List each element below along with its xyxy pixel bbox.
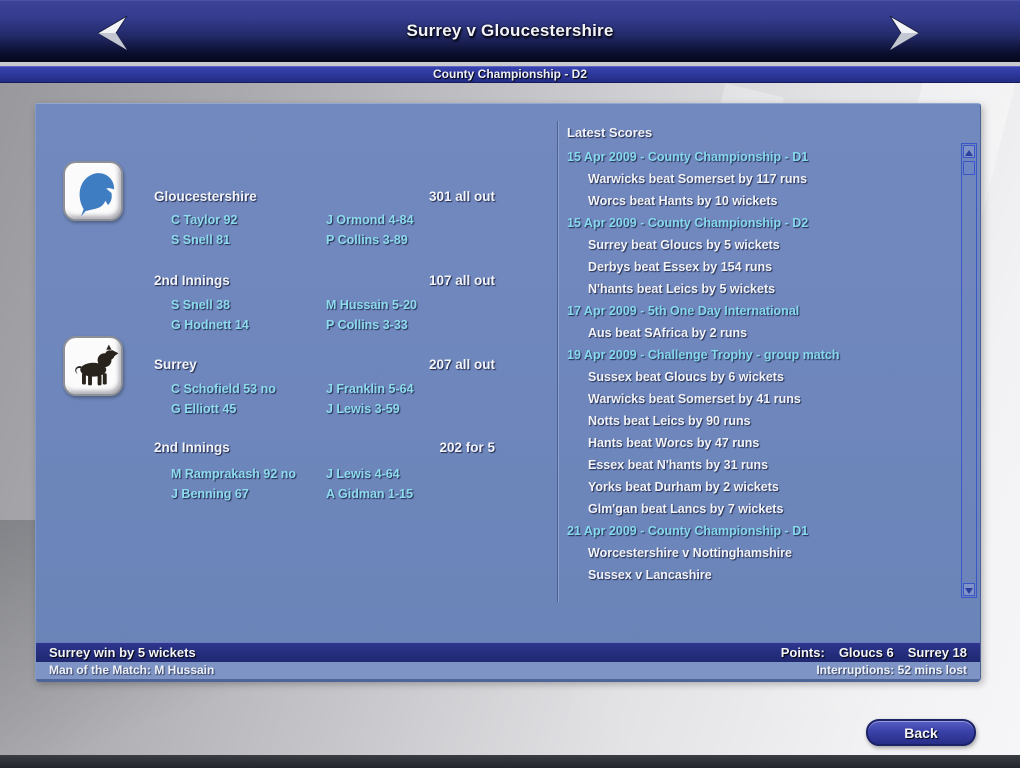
latest-scores-scrollbar[interactable] [961, 143, 977, 598]
score-result-line: Essex beat N'hants by 31 runs [588, 458, 769, 472]
panel-bottom-edge [36, 679, 980, 682]
team-name: Surrey [154, 357, 197, 372]
background-bottom-band [0, 755, 1020, 768]
batting-stat: S Snell 38 [171, 298, 231, 312]
left-arrow-icon [92, 15, 134, 56]
previous-match-button[interactable] [92, 13, 134, 53]
points-summary: Points: Gloucs 6 Surrey 18 [781, 643, 967, 662]
match-panel: Gloucestershire 301 all out C Taylor 92 … [35, 103, 981, 682]
points-label: Points: [780, 645, 825, 660]
competition-bar: County Championship - D2 [0, 66, 1020, 83]
points-home: Gloucs 6 [838, 645, 894, 660]
gloucestershire-logo [63, 161, 123, 221]
innings-total: 202 for 5 [439, 440, 495, 455]
batting-stat: M Ramprakash 92 no [171, 467, 297, 481]
batting-stat: C Schofield 53 no [171, 382, 276, 396]
up-arrow-icon [965, 150, 973, 156]
score-result-line: Worcestershire v Nottinghamshire [588, 546, 792, 560]
score-date-line: 19 Apr 2009 - Challenge Trophy - group m… [567, 348, 840, 362]
match-info-bar: Man of the Match: M Hussain Interruption… [36, 662, 980, 679]
man-of-the-match-text: Man of the Match: M Hussain [49, 663, 215, 677]
score-result-line: Derbys beat Essex by 154 runs [588, 260, 773, 274]
title-bar: Surrey v Gloucestershire [0, 0, 1020, 62]
innings-label: 2nd Innings [154, 440, 230, 455]
innings-total: 301 all out [428, 189, 495, 204]
match-result-bar: Surrey win by 5 wickets Points: Gloucs 6… [36, 642, 980, 662]
bowling-stat: J Ormond 4-84 [326, 213, 414, 227]
score-result-line: Yorks beat Durham by 2 wickets [588, 480, 779, 494]
score-result-line: Warwicks beat Somerset by 41 runs [588, 392, 801, 406]
scrollbar-thumb[interactable] [963, 161, 975, 175]
score-result-line: Aus beat SAfrica by 2 runs [588, 326, 748, 340]
innings-total: 207 all out [428, 357, 495, 372]
score-date-line: 15 Apr 2009 - County Championship - D2 [567, 216, 809, 230]
score-result-line: Notts beat Leics by 90 runs [588, 414, 751, 428]
bowling-stat: J Lewis 4-64 [326, 467, 400, 481]
score-result-line: Warwicks beat Somerset by 117 runs [588, 172, 808, 186]
score-date-line: 21 Apr 2009 - County Championship - D1 [567, 524, 809, 538]
score-result-line: N'hants beat Leics by 5 wickets [588, 282, 776, 296]
innings-header: Gloucestershire 301 all out [154, 189, 495, 206]
bowling-stat: P Collins 3-33 [326, 318, 408, 332]
bowling-stat: M Hussain 5-20 [326, 298, 418, 312]
scroll-up-button[interactable] [963, 145, 975, 158]
batting-stat: G Hodnett 14 [171, 318, 249, 332]
bowling-stat: J Lewis 3-59 [326, 402, 400, 416]
innings-header: Surrey 207 all out [154, 357, 495, 374]
points-away: Surrey 18 [907, 645, 967, 660]
latest-scores-title: Latest Scores [567, 125, 653, 140]
batting-stat: G Elliott 45 [171, 402, 237, 416]
down-arrow-icon [965, 588, 973, 594]
score-result-line: Sussex beat Gloucs by 6 wickets [588, 370, 784, 384]
interruptions-text: Interruptions: 52 mins lost [816, 663, 967, 677]
score-result-line: Hants beat Worcs by 47 runs [588, 436, 760, 450]
scroll-down-button[interactable] [963, 583, 975, 596]
match-result-text: Surrey win by 5 wickets [49, 645, 196, 660]
innings-header: 2nd Innings 107 all out [154, 273, 495, 290]
batting-stat: C Taylor 92 [171, 213, 238, 227]
back-button[interactable]: Back [866, 719, 976, 746]
next-match-button[interactable] [883, 13, 925, 53]
panel-divider [557, 121, 559, 602]
bowling-stat: P Collins 3-89 [326, 233, 408, 247]
latest-scores-list: 15 Apr 2009 - County Championship - D1 W… [567, 148, 953, 588]
bowling-stat: J Franklin 5-64 [326, 382, 414, 396]
right-arrow-icon [883, 15, 925, 56]
batting-stat: J Benning 67 [171, 487, 249, 501]
innings-header: 2nd Innings 202 for 5 [154, 440, 495, 457]
batting-stat: S Snell 81 [171, 233, 231, 247]
header-divider [0, 62, 1020, 66]
innings-label: 2nd Innings [154, 273, 230, 288]
score-result-line: Surrey beat Gloucs by 5 wickets [588, 238, 780, 252]
score-date-line: 15 Apr 2009 - County Championship - D1 [567, 150, 809, 164]
score-result-line: Glm'gan beat Lancs by 7 wickets [588, 502, 784, 516]
team-name: Gloucestershire [154, 189, 257, 204]
surrey-logo [63, 336, 123, 396]
bowling-stat: A Gidman 1-15 [326, 487, 414, 501]
page-title: Surrey v Gloucestershire [406, 21, 614, 40]
score-date-line: 17 Apr 2009 - 5th One Day International [567, 304, 800, 318]
score-result-line: Worcs beat Hants by 10 wickets [588, 194, 778, 208]
innings-total: 107 all out [428, 273, 495, 288]
score-result-line: Sussex v Lancashire [588, 568, 712, 582]
